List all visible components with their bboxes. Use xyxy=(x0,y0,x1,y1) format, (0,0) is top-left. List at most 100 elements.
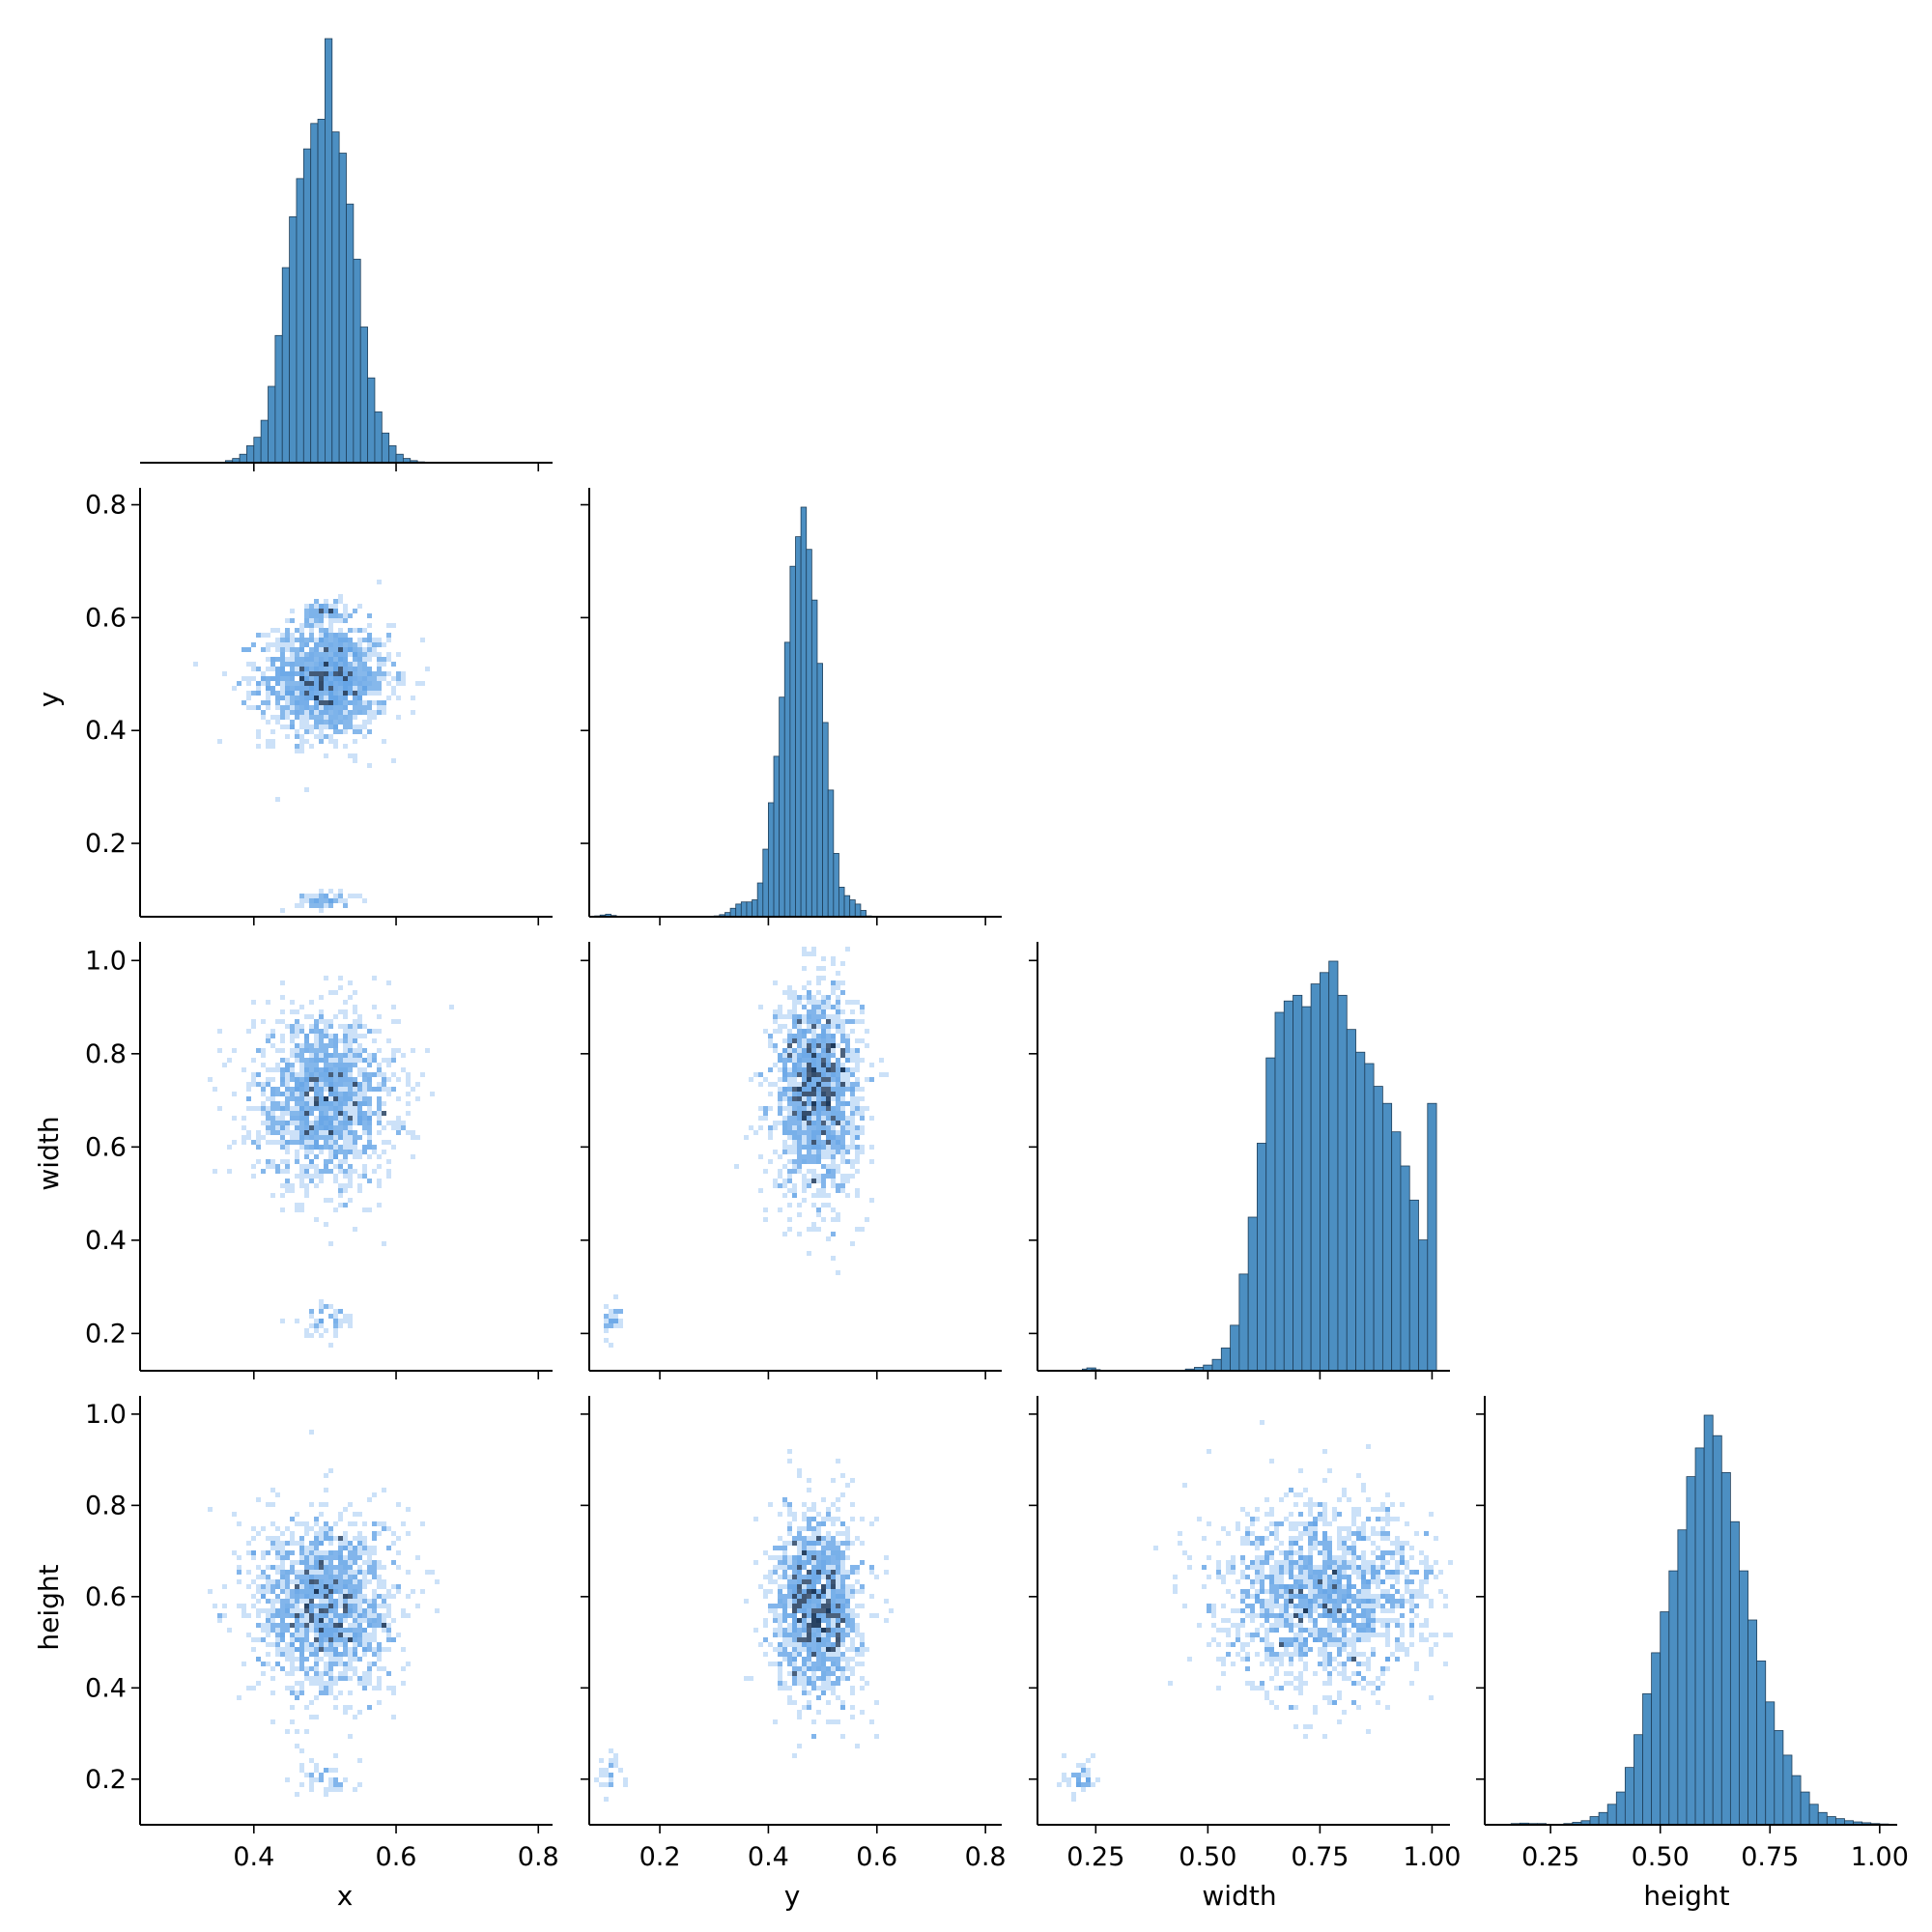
heat-cell xyxy=(275,1125,280,1130)
heat-cell xyxy=(763,1623,768,1628)
heat-cell xyxy=(816,1637,821,1642)
heat-cell xyxy=(821,1024,826,1029)
heat-cell xyxy=(319,1777,324,1782)
heat-cell xyxy=(845,947,850,952)
heat-cell xyxy=(290,700,295,705)
heat-cell xyxy=(1322,1560,1327,1565)
heat-cell xyxy=(1327,1652,1332,1657)
heat-cell xyxy=(295,1101,299,1106)
heat-cell xyxy=(1395,1546,1400,1550)
heat-cell xyxy=(357,638,362,642)
heat-cell xyxy=(406,1111,411,1116)
heat-cell xyxy=(314,1623,319,1628)
heat-cell xyxy=(1380,1671,1385,1676)
heat-cell xyxy=(1347,1589,1351,1594)
heat-cell xyxy=(845,1072,850,1077)
heat-cell xyxy=(377,1063,382,1067)
heat-cell xyxy=(304,1072,309,1077)
heat-cell xyxy=(1284,1604,1289,1608)
heat-cell xyxy=(1231,1594,1236,1599)
heat-cell xyxy=(1385,1666,1390,1671)
heat-cell xyxy=(328,1241,333,1246)
heat-cell xyxy=(807,1125,811,1130)
heat-cell xyxy=(295,744,299,749)
heat-cell xyxy=(304,1101,309,1106)
heat-cell xyxy=(1289,1526,1293,1531)
heat-cell xyxy=(314,1029,319,1034)
heat-cell xyxy=(1303,1531,1308,1536)
heat-cell xyxy=(367,1608,372,1613)
heat-cell xyxy=(845,1077,850,1082)
heat-cell xyxy=(840,1125,845,1130)
heat-cell xyxy=(1313,1521,1318,1526)
heat-cell xyxy=(285,1575,290,1579)
heat-cell xyxy=(792,1633,797,1637)
heat-cell xyxy=(1318,1594,1322,1599)
heat-cell xyxy=(1260,1662,1264,1666)
heat-cell xyxy=(353,676,357,681)
heat-cell xyxy=(295,1744,299,1748)
heat-cell xyxy=(1081,1787,1086,1792)
heat-cell xyxy=(836,1005,840,1009)
heat-cell xyxy=(802,1555,807,1560)
heat-cell xyxy=(831,1135,836,1140)
heat-cell xyxy=(328,1662,333,1666)
heat-cell xyxy=(1221,1618,1226,1623)
heat-cell xyxy=(309,662,314,667)
heat-cell xyxy=(840,1183,845,1188)
heat-cell xyxy=(232,1512,237,1517)
heat-cell xyxy=(1221,1628,1226,1633)
heat-cell xyxy=(831,1164,836,1169)
heat-cell xyxy=(353,647,357,652)
heat-cell xyxy=(778,1662,782,1666)
heat-cell xyxy=(266,1652,270,1657)
heat-cell xyxy=(290,1067,295,1072)
heat-cell xyxy=(295,667,299,671)
heat-cell xyxy=(280,642,285,647)
heat-cell xyxy=(299,1536,304,1541)
heat-cell xyxy=(333,1048,338,1053)
heat-cell xyxy=(836,1217,840,1222)
heat-cell xyxy=(285,715,290,720)
heat-cell xyxy=(860,1087,865,1092)
heat-cell xyxy=(1303,1502,1308,1507)
heat-cell xyxy=(266,1164,270,1169)
heat-cell xyxy=(261,1092,266,1096)
heat-cell xyxy=(1337,1613,1342,1618)
heat-cell xyxy=(299,1072,304,1077)
heat-cell xyxy=(1361,1604,1366,1608)
heat-cell xyxy=(1424,1555,1429,1560)
heat-cell xyxy=(324,715,328,720)
heat-cell xyxy=(826,1145,831,1150)
heat-cell xyxy=(1255,1589,1260,1594)
heat-cell xyxy=(816,1536,821,1541)
heat-cell xyxy=(295,749,299,753)
heat-cell xyxy=(792,1087,797,1092)
heat-cell xyxy=(1356,1512,1361,1517)
heat-cell xyxy=(324,1681,328,1686)
heat-cell xyxy=(324,1106,328,1111)
heat-cell xyxy=(415,1082,420,1087)
heat-cell xyxy=(1308,1594,1313,1599)
heat-cell xyxy=(396,715,401,720)
heat-cell xyxy=(309,705,314,710)
heat-cell xyxy=(1347,1536,1351,1541)
heat-cell xyxy=(411,1130,415,1135)
heat-cell xyxy=(1342,1666,1347,1671)
heat-cell xyxy=(860,1116,865,1121)
heat-cell xyxy=(377,1048,382,1053)
heat-cell xyxy=(290,1183,295,1188)
heat-cell xyxy=(792,1140,797,1145)
heat-cell xyxy=(343,903,348,908)
heat-cell xyxy=(299,1555,304,1560)
heat-cell xyxy=(333,1092,338,1096)
heat-cell xyxy=(285,642,290,647)
heat-cell xyxy=(338,710,343,715)
heat-cell xyxy=(1356,1536,1361,1541)
hist-bar xyxy=(302,148,312,464)
heat-cell xyxy=(386,633,391,638)
heat-cell xyxy=(797,1140,802,1145)
heat-cell xyxy=(1308,1541,1313,1546)
heat-cell xyxy=(275,671,280,676)
heat-cell xyxy=(831,1521,836,1526)
